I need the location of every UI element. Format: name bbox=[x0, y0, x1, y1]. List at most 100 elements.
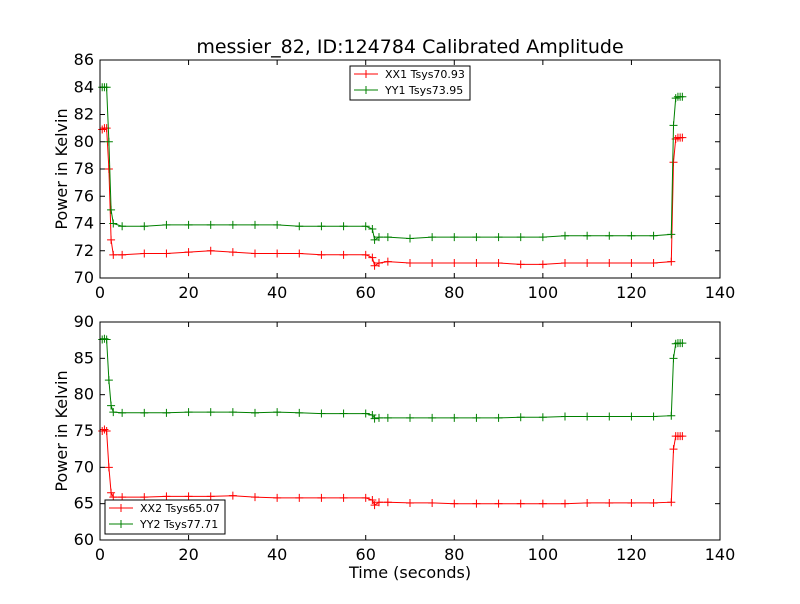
top-legend-marker-yy1 bbox=[362, 86, 370, 94]
bottom-series-line-0 bbox=[101, 428, 683, 506]
bottom-series-0-point bbox=[107, 488, 116, 497]
bottom-x-tick-label: 100 bbox=[528, 545, 559, 564]
top-series-0-point bbox=[538, 260, 547, 269]
bottom-series-1-point bbox=[583, 412, 592, 421]
top-series-0-point bbox=[472, 259, 481, 268]
bottom-y-tick-label: 80 bbox=[74, 385, 94, 404]
top-series-0-point bbox=[184, 248, 193, 257]
top-series-0-point bbox=[109, 250, 118, 259]
bottom-series-0-point bbox=[583, 498, 592, 507]
bottom-series-1-point bbox=[118, 408, 127, 417]
bottom-series-1-point bbox=[605, 412, 614, 421]
bottom-series-1-point bbox=[251, 408, 259, 417]
bottom-series-0-point bbox=[104, 463, 113, 472]
bottom-legend: XX2 Tsys65.07 YY2 Tsys77.71 bbox=[104, 499, 226, 535]
top-legend-label-xx1: XX1 Tsys70.93 bbox=[385, 68, 465, 81]
top-series-0-point bbox=[678, 133, 687, 142]
top-x-tick-label: 100 bbox=[528, 283, 559, 302]
bottom-legend-label-yy2: YY2 Tsys77.71 bbox=[139, 518, 218, 531]
top-series-0-point bbox=[667, 257, 676, 266]
bottom-y-tick-label: 75 bbox=[74, 421, 94, 440]
top-series-1-point bbox=[561, 231, 569, 240]
top-y-tick-label: 76 bbox=[74, 186, 94, 205]
top-series-1-point bbox=[273, 220, 282, 229]
top-series-1-point bbox=[516, 233, 525, 242]
top-series-0-point bbox=[140, 249, 149, 258]
top-y-tick-label: 84 bbox=[74, 77, 94, 96]
bottom-ticks: 0 20 40 60 80 100 120 140 60 65 70 75 80 85 90 bbox=[74, 312, 736, 564]
bottom-series-1-point bbox=[561, 412, 569, 421]
top-series-0-point bbox=[368, 253, 377, 262]
bottom-series-0-point bbox=[649, 498, 658, 507]
top-series-0-point bbox=[583, 259, 592, 268]
top-series-1-point bbox=[184, 220, 193, 229]
top-series-0-point bbox=[361, 250, 370, 259]
bottom-series-0-point bbox=[561, 499, 569, 508]
bottom-series-0-point bbox=[251, 493, 259, 502]
bottom-y-tick-label: 85 bbox=[74, 348, 94, 367]
bottom-series bbox=[98, 334, 687, 510]
top-x-tick-label: 60 bbox=[356, 283, 376, 302]
bottom-series-1-point bbox=[206, 408, 215, 417]
top-series-1-point bbox=[538, 233, 547, 242]
bottom-y-tick-label: 60 bbox=[74, 530, 94, 549]
top-series-1-point bbox=[627, 231, 636, 240]
bottom-series-0-point bbox=[472, 499, 481, 508]
top-series-1-point bbox=[669, 121, 678, 130]
top-series-1-point bbox=[295, 222, 304, 231]
bottom-x-tick-label: 40 bbox=[267, 545, 287, 564]
top-series-0-point bbox=[104, 165, 113, 173]
top-series-0-point bbox=[450, 259, 459, 268]
bottom-series-1-point bbox=[406, 413, 414, 422]
bottom-series-0-point bbox=[605, 498, 614, 507]
bottom-legend-label-xx2: XX2 Tsys65.07 bbox=[140, 502, 220, 515]
bottom-series-1-point bbox=[339, 409, 348, 418]
top-series-1-point bbox=[383, 233, 392, 242]
top-series-1-point bbox=[375, 233, 383, 242]
bottom-series-0-point bbox=[678, 432, 687, 441]
top-series-1-point bbox=[102, 83, 111, 92]
bottom-series-1-point bbox=[102, 335, 111, 344]
top-series-0-point bbox=[339, 250, 348, 259]
bottom-series-1-point bbox=[428, 413, 437, 422]
bottom-series-1-point bbox=[317, 409, 326, 418]
bottom-series-1-point bbox=[450, 413, 459, 422]
top-series-1-point bbox=[162, 220, 171, 229]
bottom-series-0-point bbox=[273, 493, 282, 502]
bottom-series-0-point bbox=[494, 499, 503, 508]
bottom-series-0-point bbox=[206, 492, 215, 501]
bottom-series-1-point bbox=[107, 401, 116, 410]
top-y-tick-label: 86 bbox=[74, 50, 94, 69]
bottom-series-0-point bbox=[184, 492, 193, 501]
top-y-axis-label: Power in Kelvin bbox=[52, 108, 71, 229]
top-panel: messier_82, ID:124784 Calibrated Amplitu… bbox=[52, 36, 735, 302]
bottom-series-0-point bbox=[375, 498, 383, 507]
bottom-y-tick-label: 70 bbox=[74, 457, 94, 476]
bottom-x-tick-label: 0 bbox=[95, 545, 105, 564]
top-series-0-point bbox=[383, 257, 392, 266]
bottom-x-tick-label: 80 bbox=[444, 545, 464, 564]
top-series bbox=[98, 83, 687, 270]
top-series-1-point bbox=[109, 219, 118, 228]
bottom-series-0-point bbox=[428, 498, 437, 507]
top-series-0-point bbox=[516, 260, 525, 269]
top-series-1-point bbox=[228, 220, 237, 229]
bottom-series-0-point bbox=[370, 501, 379, 510]
top-series-0-point bbox=[273, 249, 282, 258]
bottom-series-1-point bbox=[109, 408, 118, 417]
bottom-series-1-point bbox=[516, 413, 525, 422]
top-series-1-point bbox=[368, 224, 377, 233]
top-y-tick-label: 78 bbox=[74, 159, 94, 178]
bottom-plot-frame bbox=[99, 321, 721, 541]
bottom-series-0-point bbox=[102, 427, 111, 435]
bottom-panel: Power in Kelvin Time (seconds) 0 20 40 60 80… bbox=[52, 312, 735, 582]
top-y-tick-label: 80 bbox=[74, 132, 94, 151]
top-x-tick-label: 40 bbox=[267, 283, 287, 302]
top-legend-marker-xx1 bbox=[362, 70, 370, 78]
bottom-series-1-point bbox=[375, 413, 383, 422]
top-series-1-point bbox=[667, 230, 676, 239]
top-series-1-point bbox=[406, 234, 414, 243]
top-series-0-point bbox=[251, 249, 259, 258]
